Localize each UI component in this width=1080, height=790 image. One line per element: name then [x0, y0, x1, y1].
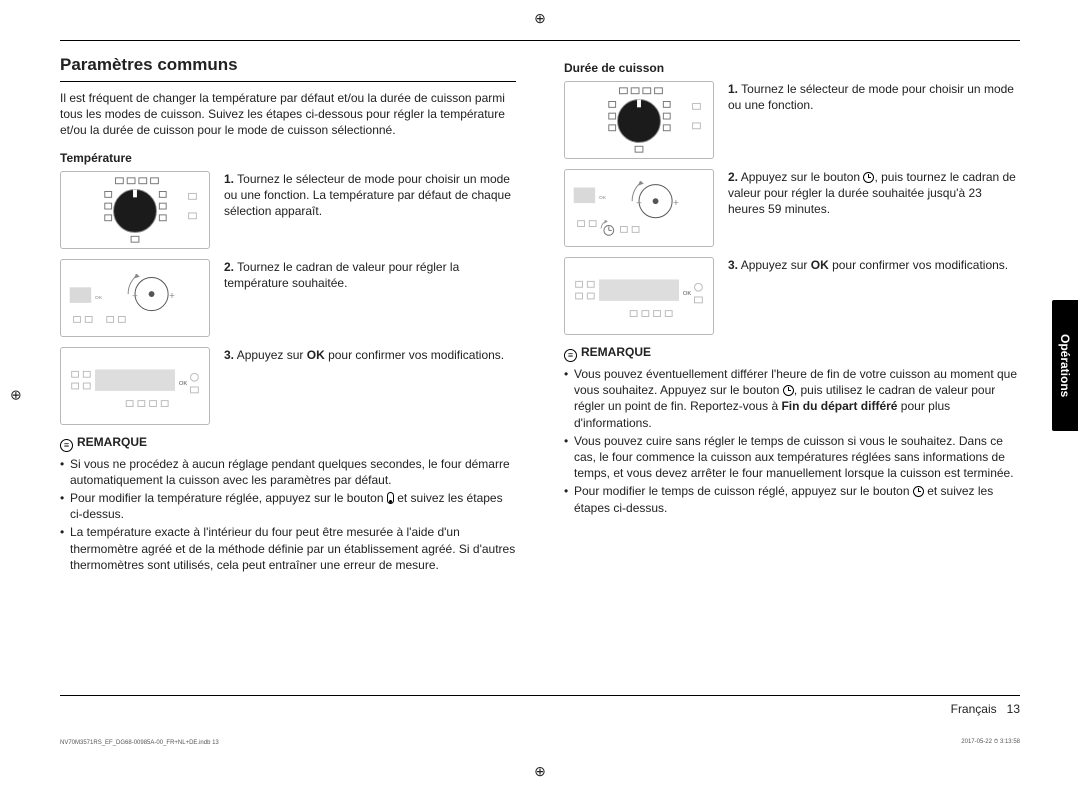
right-column: Durée de cuisson 1. Tournez le s — [564, 55, 1020, 575]
note-item: Pour modifier le temps de cuisson réglé,… — [564, 483, 1020, 515]
intro-text: Il est fréquent de changer la températur… — [60, 90, 516, 139]
right-notes: Vous pouvez éventuellement différer l'he… — [564, 366, 1020, 516]
panel-mode-dial — [60, 171, 210, 249]
svg-text:OK: OK — [683, 291, 692, 297]
page: ⊕ ⊕ ⊕ ⊕ Opérations Paramètres communs Il… — [60, 40, 1020, 750]
panel-lcd-ok-2: OK — [564, 257, 714, 335]
left-column: Paramètres communs Il est fréquent de ch… — [60, 55, 516, 575]
registration-mark-left: ⊕ — [10, 387, 22, 404]
svg-text:−: − — [132, 291, 138, 302]
panel-mode-dial-2 — [564, 81, 714, 159]
note-item: La température exacte à l'intérieur du f… — [60, 524, 516, 573]
top-rule — [60, 40, 1020, 41]
dur-step-1-text: 1. Tournez le sélecteur de mode pour cho… — [728, 81, 1020, 113]
footer-file: NV70M3571RS_EF_DG68-00985A-00_FR+NL+DE.i… — [60, 740, 219, 746]
content-columns: Paramètres communs Il est fréquent de ch… — [60, 55, 1020, 575]
temp-step-2-text: 2. Tournez le cadran de valeur pour régl… — [224, 259, 516, 291]
registration-mark-bottom: ⊕ — [534, 763, 546, 780]
dur-step-3-text: 3. Appuyez sur OK pour confirmer vos mod… — [728, 257, 1020, 273]
section-title: Paramètres communs — [60, 55, 516, 75]
registration-mark-top: ⊕ — [534, 10, 546, 27]
temp-step-2: OK − + 2. Tournez le cadran de valeur pou… — [60, 259, 516, 337]
svg-text:+: + — [169, 291, 175, 302]
left-notes: Si vous ne procédez à aucun réglage pend… — [60, 456, 516, 573]
section-rule — [60, 81, 516, 82]
clock-icon — [783, 385, 794, 396]
temperature-subhead: Température — [60, 151, 516, 165]
footer-lang-page: Français 13 — [951, 702, 1020, 716]
note-icon: ≡ — [60, 439, 73, 452]
dur-step-2: OK − + 2. Appuyez sur le bouton , puis to… — [564, 169, 1020, 247]
panel-value-dial-2: OK − + — [564, 169, 714, 247]
note-item: Vous pouvez cuire sans régler le temps d… — [564, 433, 1020, 482]
panel-lcd-ok: OK — [60, 347, 210, 425]
dur-step-1: 1. Tournez le sélecteur de mode pour cho… — [564, 81, 1020, 159]
footer-date: 2017-05-22 ⏱ 3:13:58 — [961, 739, 1020, 746]
footer-rule — [60, 695, 1020, 696]
thermometer-icon — [387, 492, 394, 504]
svg-text:OK: OK — [95, 295, 103, 301]
temp-step-1: 1. Tournez le sélecteur de mode pour cho… — [60, 171, 516, 249]
right-remark-head: ≡REMARQUE — [564, 345, 1020, 362]
svg-text:OK: OK — [179, 381, 188, 387]
panel-value-dial: OK − + — [60, 259, 210, 337]
clock-icon — [863, 172, 874, 183]
duration-subhead: Durée de cuisson — [564, 61, 1020, 75]
note-item: Vous pouvez éventuellement différer l'he… — [564, 366, 1020, 431]
clock-icon — [913, 486, 924, 497]
temp-step-3-text: 3. Appuyez sur OK pour confirmer vos mod… — [224, 347, 516, 363]
side-tab-operations: Opérations — [1052, 300, 1078, 431]
dur-step-2-text: 2. Appuyez sur le bouton , puis tournez … — [728, 169, 1020, 218]
svg-text:+: + — [673, 198, 679, 209]
note-icon: ≡ — [564, 349, 577, 362]
temp-step-1-text: 1. Tournez le sélecteur de mode pour cho… — [224, 171, 516, 220]
note-item: Pour modifier la température réglée, app… — [60, 490, 516, 522]
temp-step-3: OK 3. Appuyez sur OK pour confirmer vos … — [60, 347, 516, 425]
svg-text:OK: OK — [599, 195, 607, 201]
svg-text:−: − — [636, 198, 642, 209]
left-remark-head: ≡REMARQUE — [60, 435, 516, 452]
dur-step-3: OK 3. Appuyez sur OK pour confirmer vos … — [564, 257, 1020, 335]
note-item: Si vous ne procédez à aucun réglage pend… — [60, 456, 516, 488]
